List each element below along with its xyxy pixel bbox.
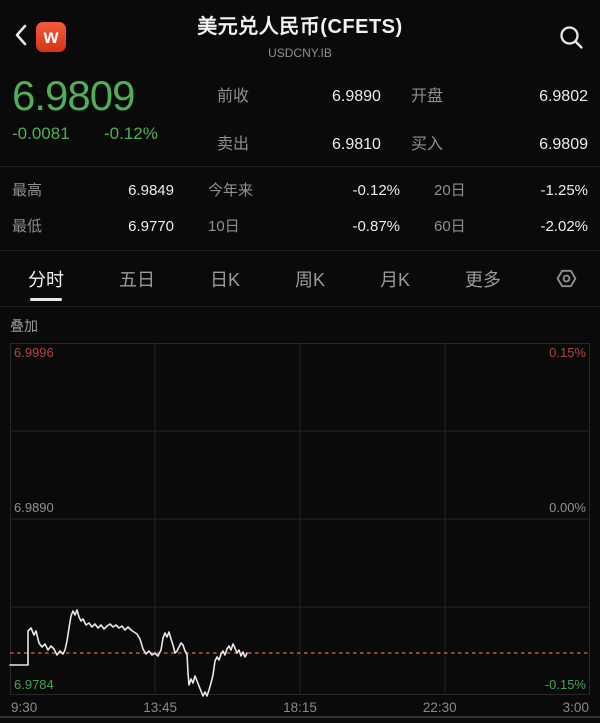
price-change-row: -0.0081 -0.12% (12, 124, 217, 144)
bottom-separator (0, 716, 600, 718)
settings-hexnut-icon (554, 269, 579, 295)
stat-value: -1.25% (540, 182, 588, 199)
field-value: 6.9890 (332, 88, 381, 105)
stats-row: 最高 6.9849 今年来 -0.12% 20日 -1.25% (12, 179, 588, 200)
divider (0, 166, 600, 167)
field-bid: 买入 6.9809 (411, 130, 588, 154)
y-axis-mid-pct: 0.00% (549, 500, 586, 515)
stat-label: 最低 (12, 218, 43, 235)
logo-letter: w (43, 26, 59, 48)
stat-value: -0.87% (352, 218, 400, 235)
time-tick: 22:30 (422, 700, 457, 715)
stat-high: 最高 6.9849 (12, 179, 174, 200)
divider (0, 250, 600, 251)
field-prev-close: 前收 6.9890 (217, 82, 381, 106)
stat-20d: 20日 -1.25% (434, 179, 588, 200)
time-tick: 3:00 (562, 700, 589, 715)
field-label: 买入 (410, 136, 443, 153)
time-tick: 9:30 (11, 700, 38, 715)
field-value: 6.9802 (539, 88, 588, 105)
back-chevron-icon (14, 23, 28, 52)
field-label: 开盘 (410, 88, 443, 105)
stat-10d: 10日 -0.87% (208, 215, 400, 236)
y-axis-high-price: 6.9996 (14, 345, 54, 360)
chart-period-tabs: 分时 五日 日K 周K 月K 更多 (0, 251, 600, 306)
price-line (9, 609, 248, 697)
stat-value: -2.02% (540, 218, 588, 235)
instrument-code: USDCNY.IB (268, 46, 332, 60)
stats-section: 最高 6.9849 今年来 -0.12% 20日 -1.25% 最低 6.977… (0, 167, 600, 250)
price-change: -0.0081 (12, 124, 70, 144)
y-axis-low-pct: -0.15% (544, 677, 586, 692)
stat-low: 最低 6.9770 (12, 215, 174, 236)
y-axis-mid-price: 6.9890 (14, 500, 54, 515)
stat-value: 6.9770 (128, 218, 174, 235)
wind-app-logo[interactable]: w (36, 22, 66, 52)
price-change-pct: -0.12% (104, 124, 158, 144)
stat-label: 今年来 (208, 182, 254, 199)
quote-section: 6.9809 -0.0081 -0.12% 前收 6.9890 开盘 6.980… (0, 66, 600, 166)
y-axis-high-pct: 0.15% (549, 345, 586, 360)
time-tick: 13:45 (143, 700, 178, 715)
stat-value: -0.12% (352, 182, 400, 199)
tab-intraday[interactable]: 分时 (26, 252, 66, 306)
stat-value: 6.9849 (128, 182, 174, 199)
stat-label: 60日 (434, 218, 466, 235)
field-value: 6.9810 (332, 136, 381, 153)
tab-monthly-k[interactable]: 月K (379, 269, 410, 290)
chart-settings-button[interactable] (554, 266, 580, 292)
y-axis-low-price: 6.9784 (14, 677, 54, 692)
stat-label: 20日 (434, 182, 466, 199)
back-button[interactable] (8, 22, 34, 52)
tab-daily-k[interactable]: 日K (209, 269, 240, 290)
stat-label: 最高 (12, 182, 43, 199)
stat-60d: 60日 -2.02% (434, 215, 588, 236)
time-tick: 18:15 (283, 700, 317, 715)
field-open: 开盘 6.9802 (411, 82, 588, 106)
tab-more[interactable]: 更多 (464, 269, 501, 290)
stat-label: 10日 (208, 218, 240, 235)
overlay-compare-button[interactable]: 叠加 (10, 318, 38, 334)
header: w 美元兑人民币(CFETS) USDCNY.IB (0, 0, 600, 66)
tab-weekly-k[interactable]: 周K (294, 269, 325, 290)
divider (0, 306, 600, 307)
field-value: 6.9809 (539, 136, 588, 153)
field-label: 卖出 (217, 136, 250, 153)
page-title: 美元兑人民币(CFETS) (197, 16, 403, 38)
tab-5day[interactable]: 五日 (118, 269, 155, 290)
chart-canvas (9, 343, 590, 697)
search-icon (558, 26, 585, 55)
last-price: 6.9809 (12, 72, 135, 119)
overlay-row: 叠加 (0, 307, 600, 343)
price-block: 6.9809 -0.0081 -0.12% (12, 72, 217, 154)
search-button[interactable] (558, 24, 586, 52)
field-ask: 卖出 6.9810 (217, 130, 381, 154)
quote-fields: 前收 6.9890 开盘 6.9802 卖出 6.9810 买入 6.9809 (217, 74, 588, 154)
title-block: 美元兑人民币(CFETS) USDCNY.IB (0, 10, 600, 60)
time-axis: 9:30 13:45 18:15 22:30 3:00 (11, 700, 589, 715)
stat-ytd: 今年来 -0.12% (208, 179, 400, 200)
intraday-chart[interactable]: 6.9996 0.15% 6.9890 0.00% 6.9784 -0.15% (9, 343, 590, 697)
field-label: 前收 (217, 88, 250, 105)
stats-row: 最低 6.9770 10日 -0.87% 60日 -2.02% (12, 215, 588, 236)
